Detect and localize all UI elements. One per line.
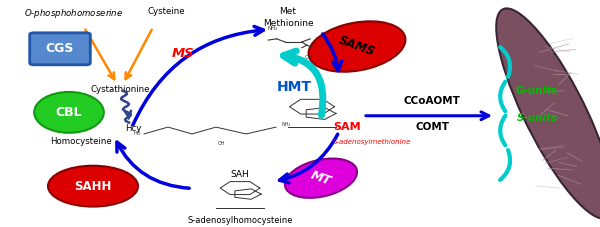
Text: OH: OH xyxy=(218,141,226,146)
Text: SAHH: SAHH xyxy=(74,180,112,193)
Ellipse shape xyxy=(308,21,406,72)
Text: Methionine: Methionine xyxy=(263,19,313,28)
Text: CCoAOMT: CCoAOMT xyxy=(404,96,460,106)
Ellipse shape xyxy=(285,158,357,198)
Text: SAMS: SAMS xyxy=(337,34,377,59)
Text: Met: Met xyxy=(280,7,296,16)
Text: NH₂: NH₂ xyxy=(268,26,278,31)
Text: Cystathionine: Cystathionine xyxy=(90,85,150,94)
Text: Hcy: Hcy xyxy=(125,124,142,133)
Text: MS: MS xyxy=(172,47,194,60)
Text: G-units: G-units xyxy=(516,86,558,96)
Text: S-adenosylhomocysteine: S-adenosylhomocysteine xyxy=(187,216,293,225)
Text: CGS: CGS xyxy=(46,42,74,55)
Text: Homocysteine: Homocysteine xyxy=(50,137,112,146)
FancyBboxPatch shape xyxy=(30,33,91,65)
Text: HO: HO xyxy=(133,131,141,136)
Text: HMT: HMT xyxy=(277,80,311,94)
Text: CBL: CBL xyxy=(56,106,82,119)
Text: $\it{O}$-phosphohomoserine: $\it{O}$-phosphohomoserine xyxy=(24,7,124,20)
Text: OH: OH xyxy=(305,55,313,60)
Text: NH₂: NH₂ xyxy=(282,122,292,127)
Text: S-adenosylmethionine: S-adenosylmethionine xyxy=(333,139,412,145)
Ellipse shape xyxy=(496,8,600,219)
Text: S-units: S-units xyxy=(517,113,557,123)
Text: Cysteine: Cysteine xyxy=(147,7,185,16)
Ellipse shape xyxy=(48,166,138,207)
Text: SAH: SAH xyxy=(230,170,250,179)
Text: MT: MT xyxy=(309,168,333,188)
Text: COMT: COMT xyxy=(415,122,449,132)
Text: SAM: SAM xyxy=(333,122,361,132)
Ellipse shape xyxy=(34,92,104,133)
